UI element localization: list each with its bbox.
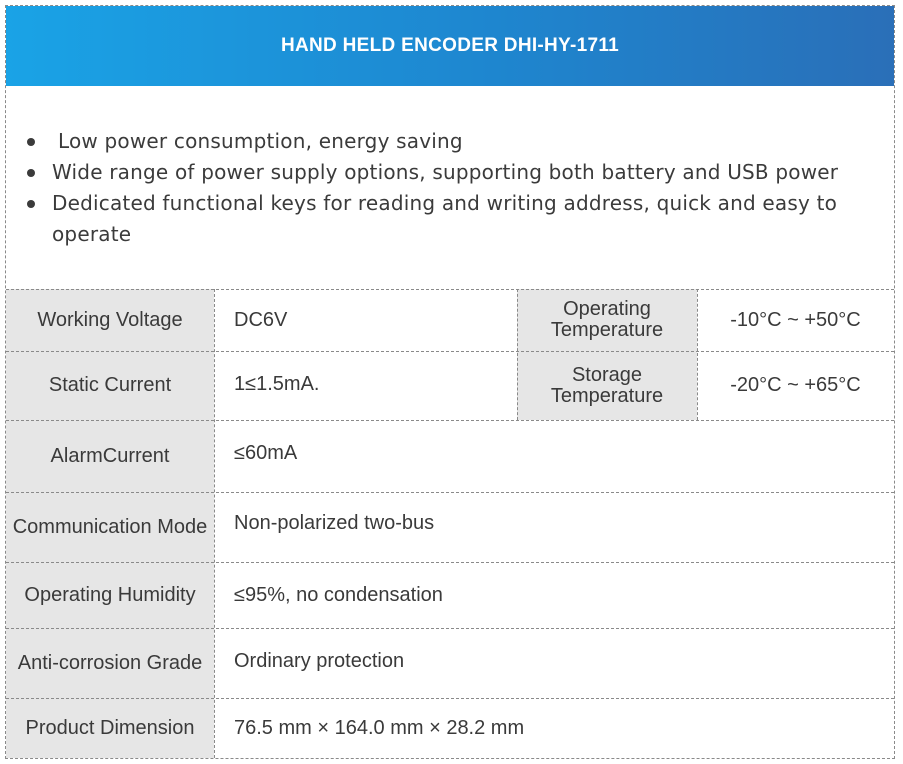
spec-label-alarm-current: AlarmCurrent	[6, 420, 214, 492]
header-banner: HAND HELD ENCODER DHI-HY-1711	[6, 6, 894, 86]
spec-value-product-dimension: 76.5 mm × 164.0 mm × 28.2 mm	[214, 698, 894, 758]
bullet-icon	[27, 138, 35, 146]
spec-value-operating-temperature: -10°C ~ +50°C	[697, 289, 894, 351]
feature-item: Dedicated functional keys for reading an…	[22, 188, 882, 250]
spec-value-operating-humidity: ≤95%, no condensation	[214, 562, 894, 628]
page-frame	[5, 5, 895, 759]
spec-label-operating-temperature: Operating Temperature	[517, 289, 697, 351]
feature-text: Dedicated functional keys for reading an…	[52, 191, 838, 246]
table-divider	[6, 562, 894, 563]
spec-value-communication-mode: Non-polarized two-bus	[214, 492, 894, 562]
table-divider	[6, 420, 894, 421]
table-divider	[214, 289, 215, 758]
spec-value-working-voltage: DC6V	[214, 289, 517, 351]
spec-label-product-dimension: Product Dimension	[6, 698, 214, 758]
table-divider	[6, 492, 894, 493]
table-divider	[6, 289, 894, 290]
spec-label-communication-mode: Communication Mode	[6, 492, 214, 562]
spec-label-anti-corrosion-grade: Anti-corrosion Grade	[6, 628, 214, 698]
page-title: HAND HELD ENCODER DHI-HY-1711	[280, 35, 620, 56]
spec-value-anti-corrosion-grade: Ordinary protection	[214, 628, 894, 698]
spec-table: Working Voltage DC6V Operating Temperatu…	[6, 289, 894, 759]
spec-label-static-current: Static Current	[6, 351, 214, 420]
bullet-icon	[27, 200, 35, 208]
feature-item: Low power consumption, energy saving	[22, 126, 882, 157]
table-divider	[697, 289, 698, 420]
table-divider	[6, 698, 894, 699]
feature-text: Wide range of power supply options, supp…	[52, 160, 839, 184]
spec-value-storage-temperature: -20°C ~ +65°C	[697, 351, 894, 420]
spec-label-working-voltage: Working Voltage	[6, 289, 214, 351]
table-divider	[517, 289, 518, 420]
table-divider	[6, 351, 894, 352]
spec-label-operating-humidity: Operating Humidity	[6, 562, 214, 628]
spec-label-storage-temperature: Storage Temperature	[517, 351, 697, 420]
spec-value-static-current: 1≤1.5mA.	[214, 351, 517, 420]
feature-list: Low power consumption, energy saving Wid…	[22, 126, 882, 250]
feature-item: Wide range of power supply options, supp…	[22, 157, 882, 188]
spec-value-alarm-current: ≤60mA	[214, 420, 894, 492]
table-divider	[6, 628, 894, 629]
bullet-icon	[27, 169, 35, 177]
feature-text: Low power consumption, energy saving	[58, 129, 463, 153]
